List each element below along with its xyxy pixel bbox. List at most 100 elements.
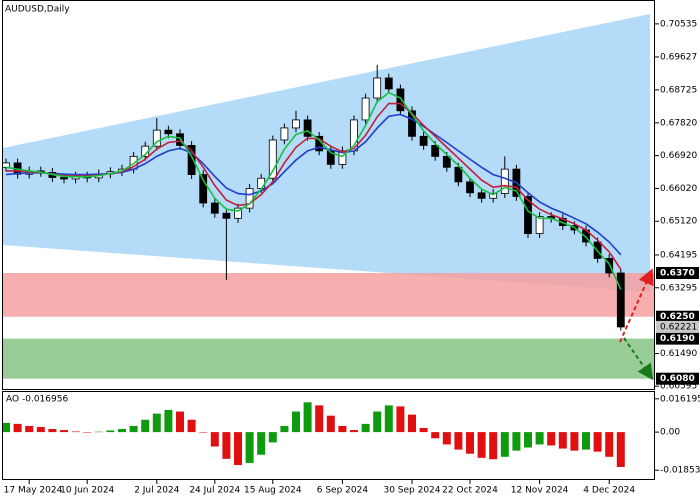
zone bbox=[3, 338, 655, 379]
ao-bar bbox=[547, 432, 556, 446]
ao-bar bbox=[222, 432, 231, 459]
x-tick-label: 17 May 2024 bbox=[4, 486, 63, 496]
level-tag bbox=[656, 332, 699, 345]
ao-frame bbox=[2, 391, 655, 480]
x-tick-label: 30 Sep 2024 bbox=[383, 486, 440, 496]
candle-body bbox=[442, 155, 451, 168]
ao-bar bbox=[25, 425, 34, 433]
ao-bar bbox=[234, 432, 242, 466]
candle-body bbox=[466, 181, 474, 194]
x-tick-label: 15 Aug 2024 bbox=[244, 486, 302, 496]
y-tick-label: 0.69627 bbox=[660, 52, 697, 62]
y-tick-label: 0.00 bbox=[660, 428, 680, 438]
y-tick-label: 0.66920 bbox=[660, 151, 697, 161]
ao-bar bbox=[94, 431, 103, 433]
chart-title: AUDUSD,Daily bbox=[5, 5, 70, 15]
ao-bar bbox=[408, 414, 416, 433]
ao-bar bbox=[431, 432, 440, 439]
candle-body bbox=[338, 150, 347, 165]
level-label: 0.6080 bbox=[660, 374, 695, 384]
y-tick-label: 0.63295 bbox=[660, 283, 697, 293]
candle-body bbox=[477, 192, 486, 199]
ao-bar bbox=[466, 432, 474, 454]
level-tag bbox=[656, 267, 699, 279]
ao-bar bbox=[268, 432, 277, 443]
candle-body bbox=[408, 110, 416, 137]
last-price-tag bbox=[656, 320, 699, 333]
y-tick-label: 0.65120 bbox=[660, 217, 697, 227]
ao-bar bbox=[361, 423, 370, 433]
ao-bar bbox=[36, 426, 45, 433]
indicator-value: -0.016956 bbox=[22, 395, 68, 405]
ao-bar bbox=[454, 432, 463, 450]
ao-bar bbox=[512, 432, 521, 451]
ao-bar bbox=[176, 411, 184, 433]
ao-bar bbox=[2, 422, 10, 433]
candle-body bbox=[222, 212, 231, 219]
candle-body bbox=[396, 88, 405, 112]
x-tick-label: 2 Jul 2024 bbox=[134, 486, 179, 496]
candle-body bbox=[454, 166, 463, 183]
ao-bar bbox=[292, 411, 300, 433]
candle-body bbox=[280, 127, 289, 141]
candle-body bbox=[2, 162, 10, 168]
candle-body bbox=[292, 119, 300, 129]
ao-bar bbox=[350, 430, 358, 433]
moving-average bbox=[5, 91, 622, 290]
y-tick-label: 0.61490 bbox=[660, 349, 697, 359]
ao-bar bbox=[524, 432, 532, 448]
ao-bar bbox=[118, 429, 126, 433]
candle-body bbox=[164, 129, 173, 135]
candle-body bbox=[535, 216, 544, 235]
price-frame bbox=[2, 0, 655, 390]
x-tick-label: 6 Sep 2024 bbox=[317, 486, 369, 496]
candle-body bbox=[60, 177, 68, 180]
ao-bar bbox=[326, 415, 335, 433]
candle-body bbox=[419, 135, 428, 146]
level-label: 0.6250 bbox=[660, 312, 695, 322]
ao-bar bbox=[582, 432, 590, 450]
ao-bar bbox=[129, 425, 138, 433]
ao-bar bbox=[384, 405, 393, 433]
x-tick-label: 24 Jul 2024 bbox=[189, 486, 240, 496]
ao-bar bbox=[187, 419, 196, 433]
candle-body bbox=[199, 174, 208, 204]
plot-layer bbox=[2, 64, 655, 467]
candle-body bbox=[373, 77, 382, 99]
candle-body bbox=[361, 97, 370, 121]
ao-bar bbox=[500, 432, 509, 457]
ao-bar bbox=[535, 432, 544, 445]
level-tag bbox=[656, 372, 699, 385]
x-tick-label: 4 Dec 2024 bbox=[583, 486, 635, 496]
ao-bar bbox=[338, 425, 347, 433]
y-tick-label: 0.67820 bbox=[660, 118, 697, 128]
arrow-up bbox=[619, 268, 654, 343]
y-tick-label: -0.018534 bbox=[660, 466, 700, 476]
ao-bar bbox=[593, 432, 602, 452]
trend-channel bbox=[3, 14, 650, 292]
level-tag bbox=[656, 310, 699, 323]
ao-bar bbox=[83, 432, 92, 433]
ao-bar bbox=[199, 432, 208, 433]
ao-bar bbox=[164, 409, 173, 433]
ao-bar bbox=[373, 411, 382, 433]
ao-bar bbox=[210, 432, 219, 447]
x-tick-label: 12 Nov 2024 bbox=[511, 486, 569, 496]
indicator-name: AO bbox=[6, 395, 19, 405]
candle-body bbox=[234, 207, 242, 219]
ao-bar bbox=[152, 413, 161, 433]
candle-body bbox=[616, 272, 625, 328]
ao-bar bbox=[60, 430, 68, 433]
candle-body bbox=[303, 119, 312, 137]
ao-bar bbox=[558, 432, 567, 449]
y-tick-label: 0.016195 bbox=[660, 394, 700, 404]
candle-body bbox=[268, 139, 277, 179]
x-tick-label: 10 Jun 2024 bbox=[60, 486, 114, 496]
ao-bar bbox=[303, 402, 312, 433]
y-tick-label: 0.64195 bbox=[660, 250, 697, 260]
y-tick-label: 0.66020 bbox=[660, 184, 697, 194]
arrow-down bbox=[623, 337, 654, 381]
candle-body bbox=[152, 129, 161, 147]
ao-bar bbox=[48, 429, 57, 433]
